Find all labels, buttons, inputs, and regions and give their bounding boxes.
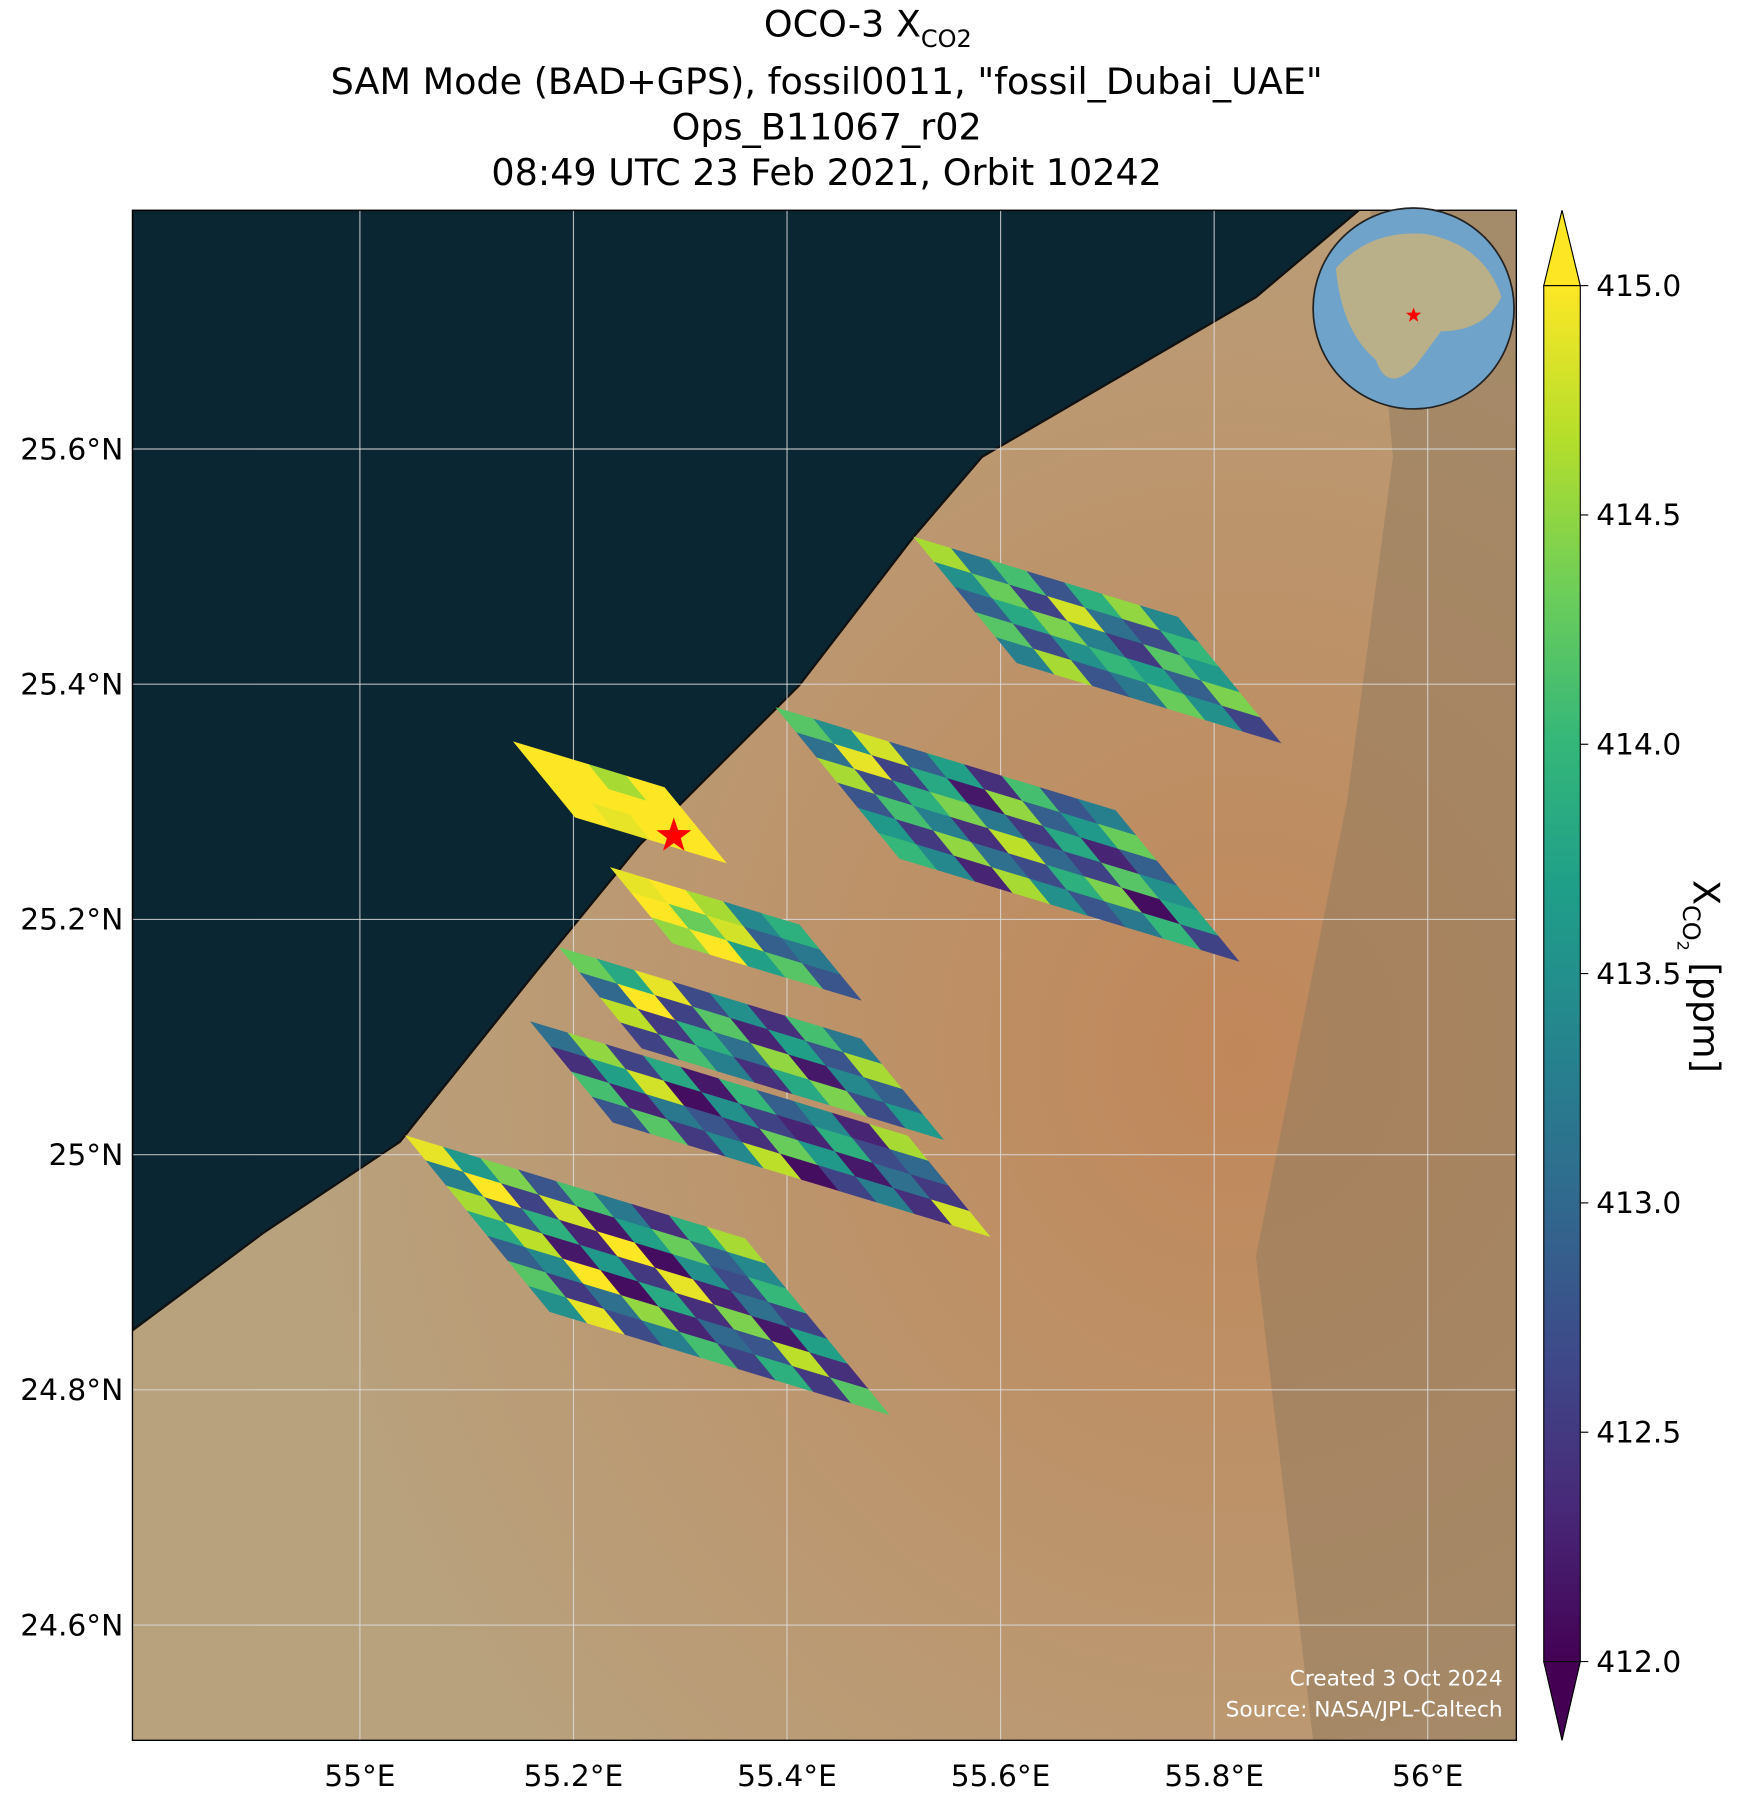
title-main: OCO-3 X: [764, 3, 921, 46]
colorbar-extend-max: [1543, 210, 1582, 287]
subtitle: SAM Mode (BAD+GPS), fossil0011, "fossil_…: [331, 60, 1323, 103]
y-tick-label: 25.6°N: [20, 431, 123, 466]
colorbar-tick-label: 414.0: [1596, 727, 1681, 762]
y-tick-label: 25.4°N: [20, 666, 123, 701]
colorbar-tick-label: 414.5: [1596, 497, 1681, 532]
cbar-label-unit: [ppm]: [1684, 951, 1727, 1073]
colorbar-tick-label: 412.0: [1596, 1644, 1681, 1679]
x-tick-label: 55.4°E: [737, 1758, 837, 1793]
colorbar-tick-label: 413.5: [1596, 956, 1681, 991]
cbar-label-sub: CO: [1677, 905, 1705, 941]
x-tick-label: 55.8°E: [1164, 1758, 1264, 1793]
y-tick-label: 25°N: [49, 1137, 124, 1172]
credit: Created 3 Oct 2024: [1290, 1667, 1503, 1692]
subtitle: 08:49 UTC 23 Feb 2021, Orbit 10242: [491, 151, 1161, 194]
cbar-label-subsub: 2: [1673, 941, 1692, 951]
colorbar-tick-label: 412.5: [1596, 1414, 1681, 1449]
title-sub: CO2: [921, 25, 972, 53]
inset-globe: [1312, 207, 1515, 410]
map-frame: [131, 209, 1518, 1742]
y-tick-label: 24.6°N: [20, 1607, 123, 1642]
colorbar: [1543, 285, 1581, 1663]
colorbar-label: XCO2 [ppm]: [1673, 880, 1727, 1073]
colorbar-tick-label: 413.0: [1596, 1185, 1681, 1220]
sounding: [1221, 705, 1282, 744]
y-tick-label: 24.8°N: [20, 1372, 123, 1407]
x-tick-label: 56°E: [1392, 1758, 1463, 1793]
colorbar-tick-label: 415.0: [1596, 268, 1681, 303]
target-star: [656, 817, 692, 851]
sounding: [829, 1377, 890, 1415]
colorbar-extend-min: [1543, 1660, 1582, 1741]
sounding: [930, 1199, 991, 1237]
sounding: [801, 963, 862, 1001]
y-tick-label: 25.2°N: [20, 902, 123, 937]
title: OCO-3 XCO2: [764, 3, 972, 53]
cbar-label-main: X: [1684, 880, 1727, 905]
credit: Source: NASA/JPL-Caltech: [1226, 1697, 1503, 1722]
x-tick-label: 55.2°E: [524, 1758, 624, 1793]
subtitle: Ops_B11067_r02: [672, 105, 982, 148]
sounding: [1179, 924, 1240, 962]
x-tick-label: 55.6°E: [951, 1758, 1051, 1793]
x-tick-label: 55°E: [324, 1758, 395, 1793]
sounding: [884, 1102, 945, 1141]
basemap: [132, 210, 1517, 1741]
